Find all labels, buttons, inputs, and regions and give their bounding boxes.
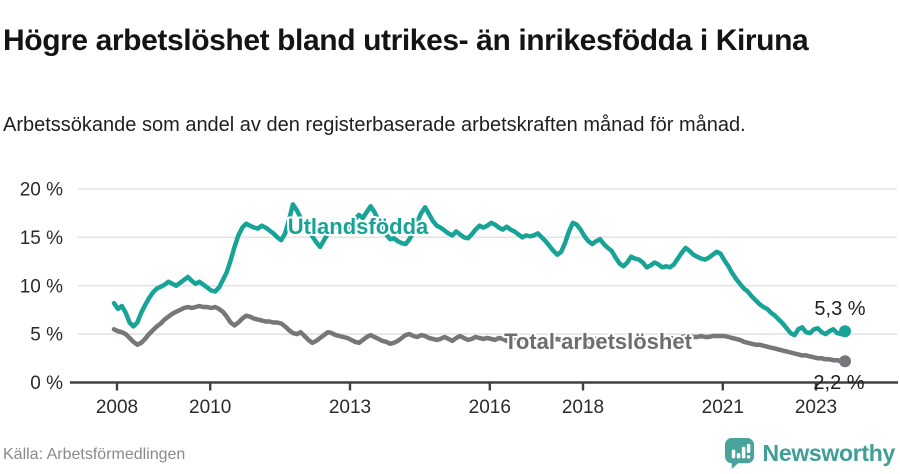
x-axis-ticks: 2008 2010 2013 2016 2018 2021 2023 [96, 382, 837, 418]
newsworthy-bar-chart-icon [724, 437, 755, 470]
x-tick-label: 2016 [469, 397, 511, 418]
unemployment-line-chart: 20 % 15 % 10 % 5 % 0 % 2008 2010 2013 2016 2… [20, 180, 898, 418]
newsworthy-logo[interactable]: Newsworthy [724, 437, 895, 470]
x-tick-label: 2023 [795, 397, 837, 418]
x-tick-label: 2021 [702, 397, 744, 418]
foreign-born-end-value: 5,3 % [814, 298, 865, 320]
source-note: Källa: Arbetsförmedlingen [3, 446, 186, 463]
y-tick-label-15: 15 % [20, 228, 63, 249]
y-tick-label-10: 10 % [20, 276, 63, 297]
foreign-born-end-dot [839, 325, 851, 338]
y-tick-label-20: 20 % [20, 180, 63, 201]
foreign-born-line [111, 202, 848, 338]
total-end-value: 2,2 % [813, 372, 864, 394]
x-tick-label: 2018 [562, 397, 604, 418]
x-tick-label: 2010 [189, 397, 231, 418]
page-title: Högre arbetslöshet bland utrikes- än inr… [3, 24, 809, 58]
total-series-label: Total arbetslöshet [504, 329, 693, 354]
total-unemployment-line [111, 303, 848, 364]
y-tick-label-0: 0 % [30, 373, 63, 394]
total-end-dot [839, 355, 851, 368]
page-subtitle: Arbetssökande som andel av den registerb… [3, 114, 746, 136]
newsworthy-wordmark: Newsworthy [762, 440, 896, 466]
y-tick-label-5: 5 % [30, 325, 63, 346]
foreign-born-series-label: Utlandsfödda [288, 214, 429, 239]
x-tick-label: 2013 [329, 397, 371, 418]
x-tick-label: 2008 [96, 397, 138, 418]
